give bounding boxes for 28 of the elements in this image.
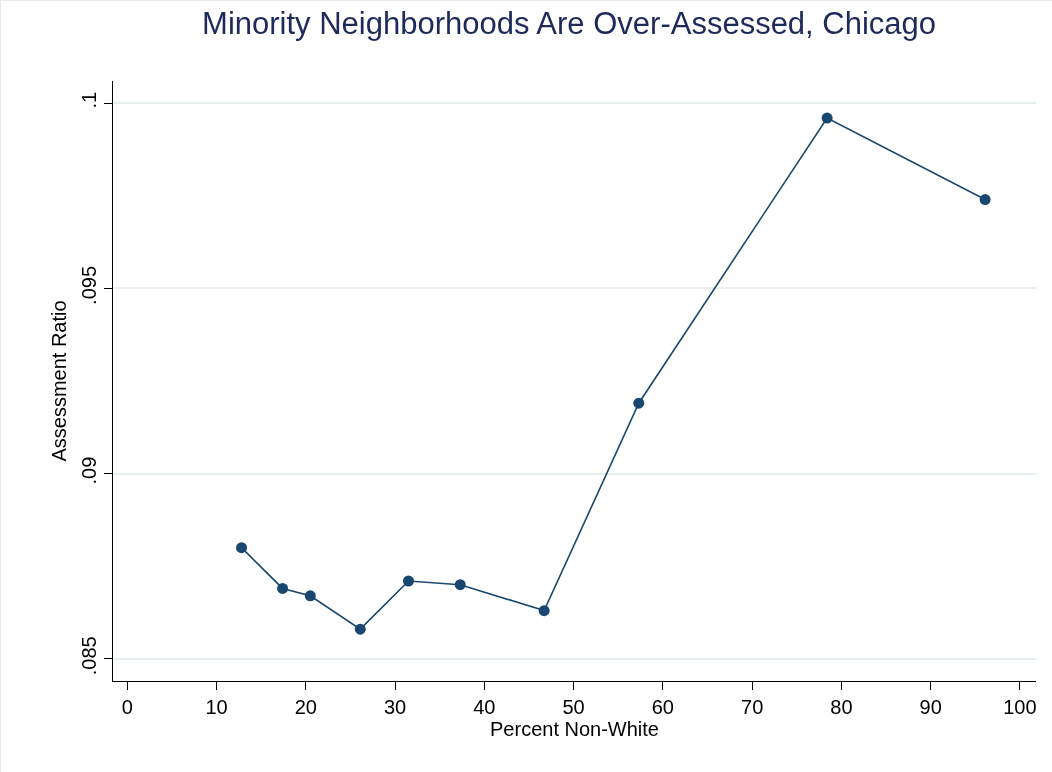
x-tick-label: 40 (473, 696, 496, 718)
x-tick-label: 90 (919, 696, 942, 718)
point (304, 590, 316, 602)
x-tick-label: 30 (383, 696, 407, 718)
x-tick-label: 50 (562, 696, 585, 718)
y-tick-label: .095 (78, 265, 100, 305)
x-axis-title: Percent Non-White (490, 718, 659, 740)
x-tick-label: 0 (121, 696, 133, 718)
point (538, 605, 550, 617)
point (354, 623, 366, 635)
point (236, 542, 248, 554)
point (821, 112, 833, 124)
point (454, 579, 466, 591)
x-tick-label: 60 (651, 696, 674, 718)
x-tick-label: 10 (205, 696, 228, 718)
x-tick-label: 20 (294, 696, 317, 718)
y-tick-label: .09 (78, 456, 100, 485)
x-tick-label: 80 (830, 696, 853, 718)
point (277, 582, 289, 594)
chart-title: Minority Neighborhoods Are Over-Assessed, Chicago (202, 6, 937, 42)
point (633, 397, 645, 409)
x-tick-label: 70 (741, 696, 764, 718)
y-axis-title: Assessment Ratio (47, 300, 70, 462)
x-tick-label: 100 (1003, 696, 1037, 718)
point (979, 194, 991, 206)
point (402, 575, 414, 587)
y-tick-label: .085 (78, 636, 100, 676)
y-tick-label: .1 (78, 91, 100, 109)
